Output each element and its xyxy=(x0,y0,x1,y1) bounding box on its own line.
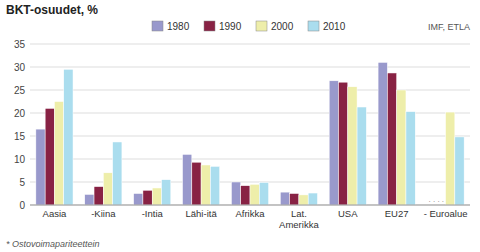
grid-line xyxy=(30,44,470,45)
legend-label: 2010 xyxy=(323,21,346,32)
bar xyxy=(348,87,357,205)
bar xyxy=(259,182,268,205)
bar xyxy=(152,188,161,205)
bar xyxy=(338,82,347,205)
legend-label: 2000 xyxy=(271,21,294,32)
legend-swatch xyxy=(256,21,267,31)
bar xyxy=(308,193,317,205)
legend-swatch xyxy=(152,21,163,31)
x-tick-label: USA xyxy=(338,208,358,219)
y-tick-label: 10 xyxy=(14,154,26,165)
x-tick-label: Aasia xyxy=(43,208,67,219)
bar xyxy=(162,180,171,205)
bars xyxy=(36,62,464,205)
bar xyxy=(280,192,289,205)
bar xyxy=(455,137,464,205)
bar xyxy=(94,187,103,205)
y-tick-label: 25 xyxy=(14,85,26,96)
bar xyxy=(241,186,250,205)
x-tick-label: Afrikka xyxy=(235,208,265,219)
x-tick-label: Lähi-itä xyxy=(186,208,218,219)
bar xyxy=(54,102,63,206)
y-tick-label: 20 xyxy=(14,108,26,119)
title: BKT-osuudet, % xyxy=(6,3,98,17)
y-tick-label: 15 xyxy=(14,131,26,142)
x-tick-label: -Intia xyxy=(142,208,164,219)
grid xyxy=(30,44,470,205)
bar xyxy=(85,194,94,205)
legend: 1980 1990 2000 2010 xyxy=(152,21,346,32)
y-tick-label: 35 xyxy=(14,39,26,50)
bar xyxy=(134,194,143,206)
bar xyxy=(103,173,112,205)
y-tick-label: 30 xyxy=(14,62,26,73)
bar xyxy=(446,112,455,205)
bar xyxy=(329,81,338,205)
y-tick-label: 0 xyxy=(19,200,25,211)
bar xyxy=(406,112,415,205)
source-label: IMF, ETLA xyxy=(428,22,470,32)
legend-label: 1980 xyxy=(167,21,190,32)
legend-swatch xyxy=(204,21,215,31)
bar xyxy=(45,108,54,205)
bar xyxy=(397,90,406,205)
bar xyxy=(192,162,201,205)
x-axis-line xyxy=(30,205,470,206)
legend-label: 1990 xyxy=(219,21,242,32)
bar xyxy=(36,129,45,205)
bar xyxy=(183,154,192,205)
bar xyxy=(250,184,259,205)
bar xyxy=(64,69,73,205)
bar xyxy=(387,73,396,205)
grid-line xyxy=(30,67,470,68)
bar xyxy=(378,62,387,205)
bar xyxy=(357,107,366,205)
grid-line xyxy=(30,205,470,206)
missing-note: . . . . xyxy=(428,195,444,204)
bar xyxy=(231,182,240,205)
bar xyxy=(299,195,308,205)
bar xyxy=(210,166,219,205)
y-tick-label: 5 xyxy=(19,177,25,188)
x-tick-label: EU27 xyxy=(385,208,409,219)
bar xyxy=(143,190,152,205)
x-tick-label: - Euroalue xyxy=(424,208,468,219)
chart: BKT-osuudet, % 0 5 10 15 20 25 30 35 Aasia -Kiina -… xyxy=(0,0,480,252)
footnote: * Ostovoimapariteettein xyxy=(6,239,100,249)
bar xyxy=(290,194,299,206)
bar xyxy=(201,165,210,205)
x-tick-label: Lat.Amerikka xyxy=(279,208,319,230)
legend-swatch xyxy=(308,21,319,31)
bar xyxy=(113,142,122,205)
x-tick-label: -Kiina xyxy=(91,208,116,219)
